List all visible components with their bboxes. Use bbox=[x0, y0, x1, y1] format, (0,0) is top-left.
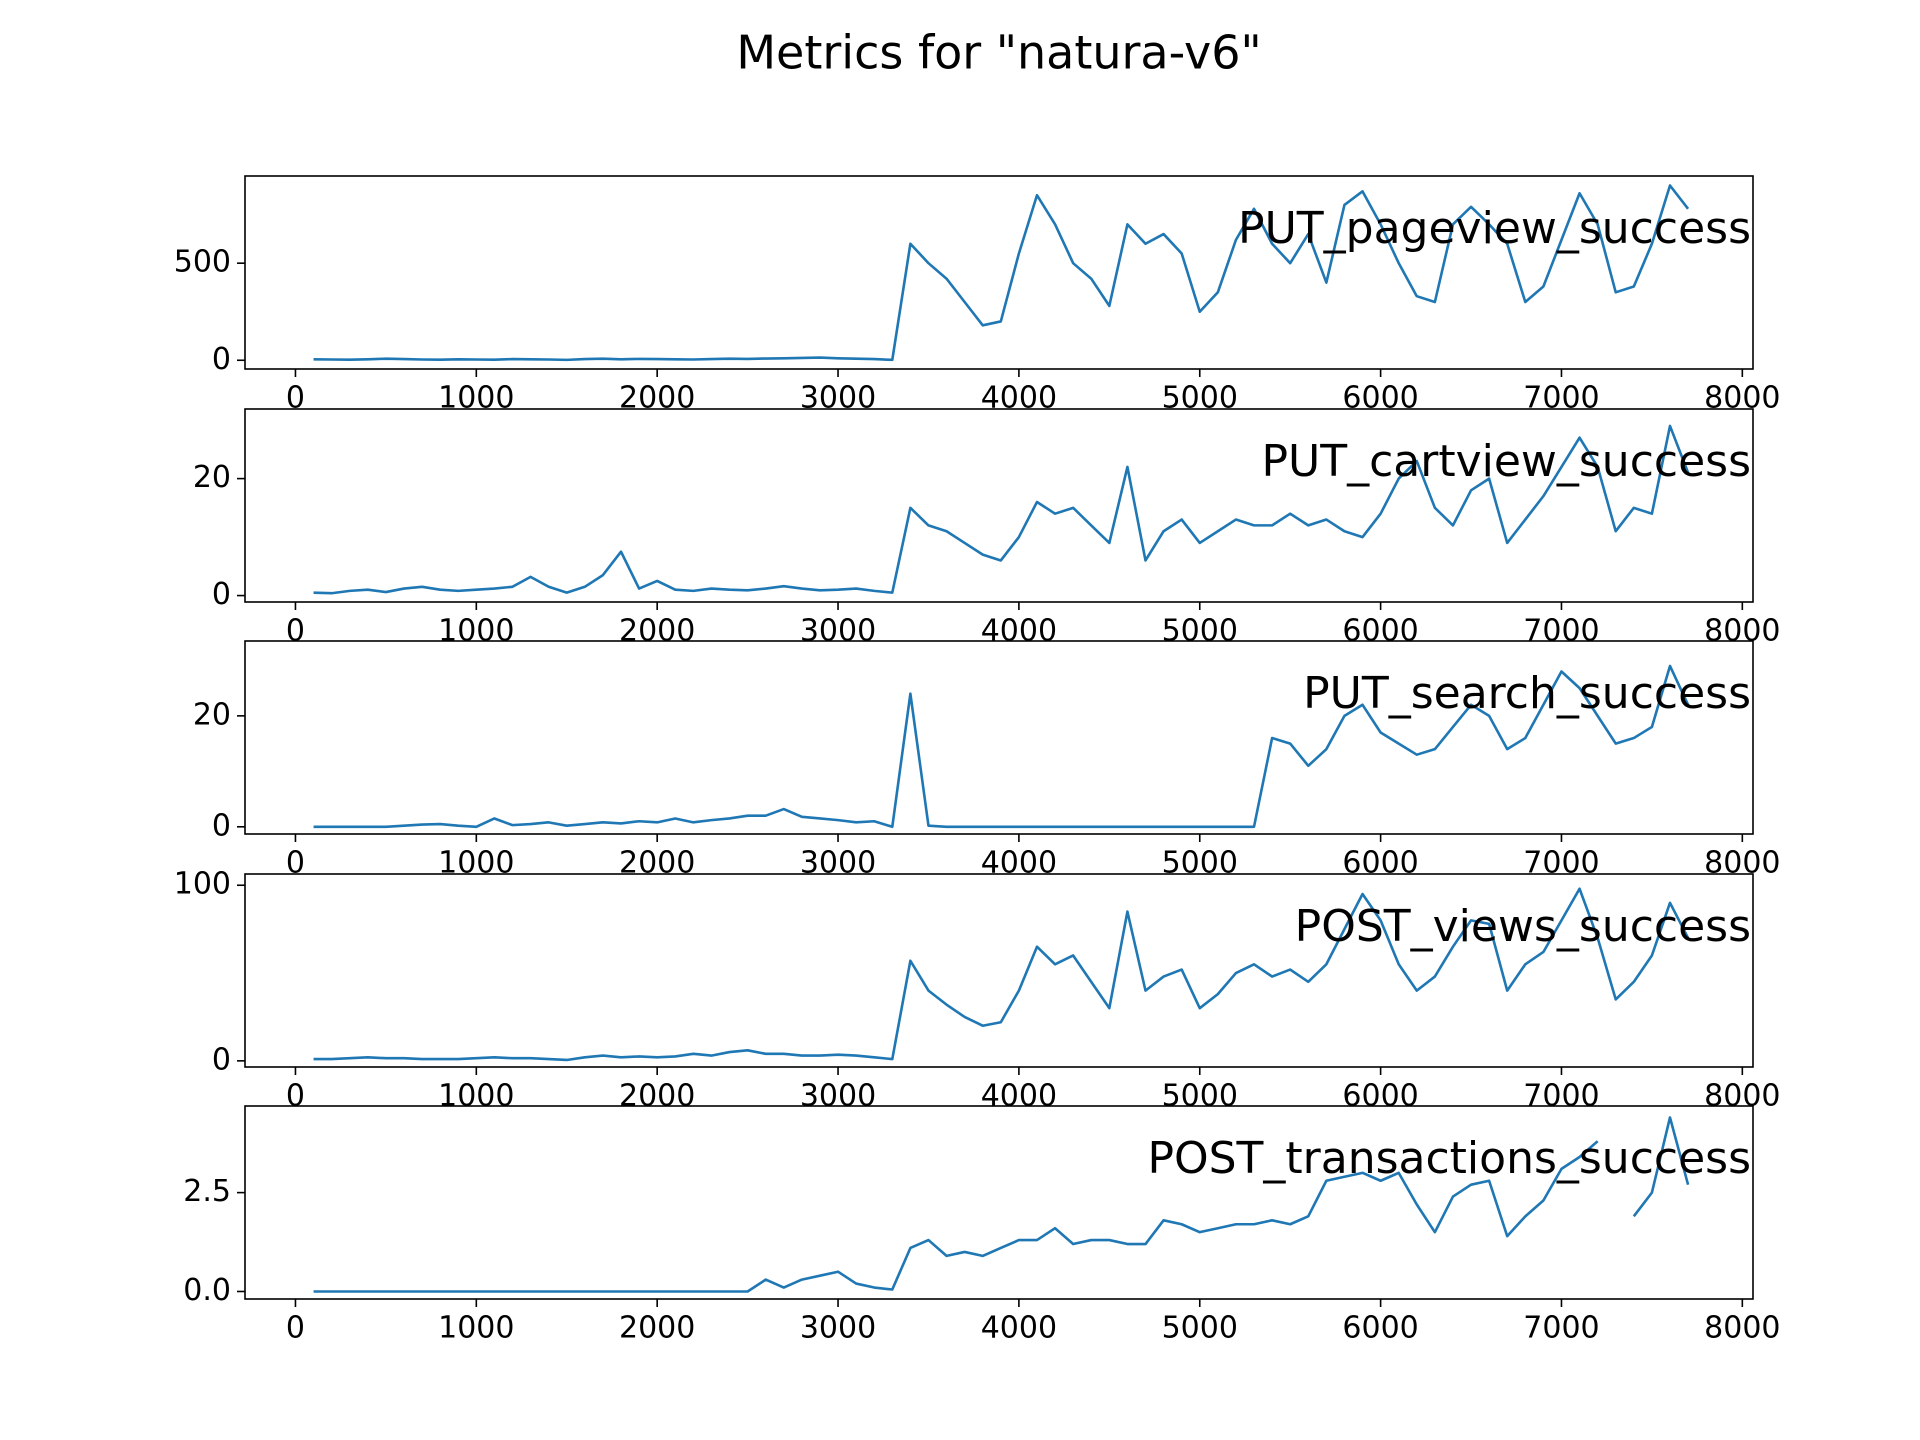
x-tick-label: 0 bbox=[286, 1079, 305, 1114]
x-tick-label: 5000 bbox=[1162, 1311, 1238, 1346]
data-line bbox=[313, 887, 1690, 1062]
panel-label: PUT_pageview_success bbox=[1238, 203, 1751, 254]
y-tick-label: 2.5 bbox=[183, 1174, 231, 1209]
x-tick-label: 0 bbox=[286, 381, 305, 416]
x-tick-label: 7000 bbox=[1523, 1311, 1599, 1346]
axes-frame bbox=[244, 640, 1754, 835]
y-tick-label: 500 bbox=[174, 245, 231, 280]
x-tick-label: 0 bbox=[286, 1311, 305, 1346]
x-tick-label: 6000 bbox=[1342, 1311, 1418, 1346]
axes-frame bbox=[244, 873, 1754, 1068]
y-tick-label: 0.0 bbox=[183, 1273, 231, 1308]
x-tick-label: 0 bbox=[286, 846, 305, 881]
axes-frame bbox=[244, 175, 1754, 370]
panel-label: POST_views_success bbox=[1295, 901, 1751, 952]
data-line bbox=[313, 184, 1690, 362]
x-tick-label: 8000 bbox=[1704, 1311, 1780, 1346]
x-tick-label: 4000 bbox=[981, 1311, 1057, 1346]
y-tick-label: 0 bbox=[212, 808, 231, 843]
axes-frame bbox=[244, 1105, 1754, 1300]
y-tick-label: 20 bbox=[193, 697, 231, 732]
axes-frame bbox=[244, 408, 1754, 603]
panel-label: PUT_search_success bbox=[1303, 668, 1751, 719]
x-tick-label: 1000 bbox=[438, 1311, 514, 1346]
y-tick-label: 20 bbox=[193, 460, 231, 495]
data-line bbox=[313, 664, 1690, 829]
panel-label: PUT_cartview_success bbox=[1261, 436, 1751, 487]
y-tick-label: 0 bbox=[212, 577, 231, 612]
figure-title: Metrics for "natura-v6" bbox=[736, 26, 1261, 80]
x-tick-label: 2000 bbox=[619, 1311, 695, 1346]
x-tick-label: 3000 bbox=[800, 1311, 876, 1346]
data-line bbox=[313, 1116, 1690, 1293]
y-tick-label: 0 bbox=[212, 342, 231, 377]
axes-background bbox=[245, 409, 1753, 602]
data-line bbox=[313, 424, 1690, 595]
y-tick-label: 100 bbox=[174, 867, 231, 902]
axes-background bbox=[245, 176, 1753, 369]
panel-label: POST_transactions_success bbox=[1147, 1133, 1751, 1184]
axes-background bbox=[245, 1106, 1753, 1299]
y-tick-label: 0 bbox=[212, 1042, 231, 1077]
x-tick-label: 0 bbox=[286, 614, 305, 649]
